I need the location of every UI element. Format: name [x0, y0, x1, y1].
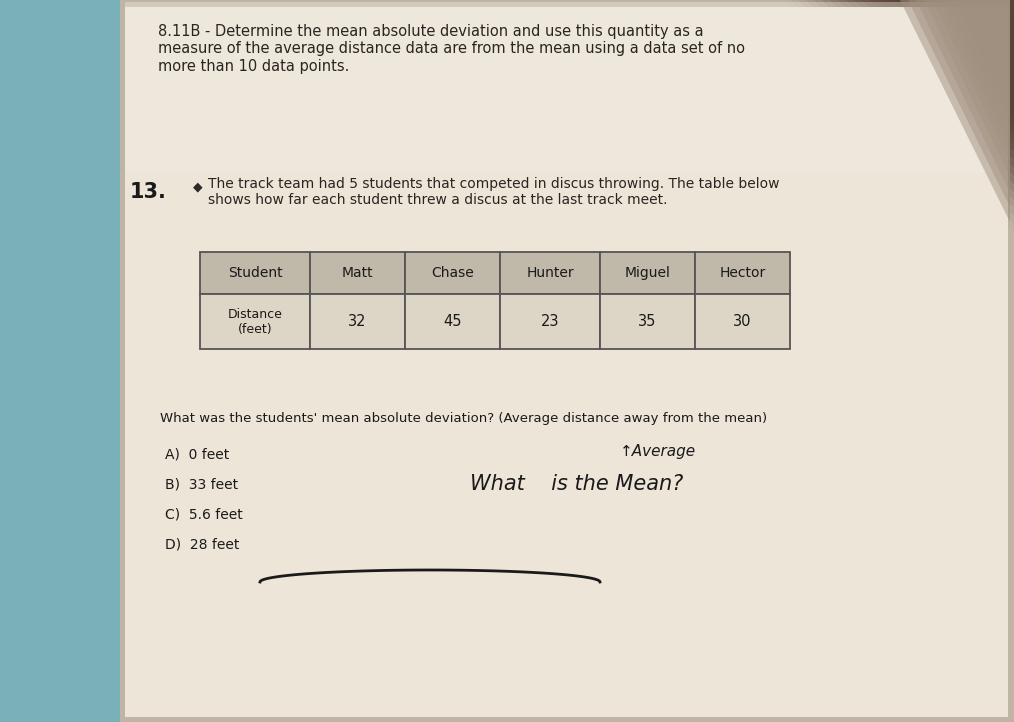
Polygon shape — [908, 0, 1010, 207]
Text: Matt: Matt — [342, 266, 373, 280]
Polygon shape — [926, 0, 1014, 88]
Text: A)  0 feet: A) 0 feet — [165, 447, 229, 461]
Bar — [200, 294, 310, 349]
Polygon shape — [830, 0, 1014, 184]
Polygon shape — [950, 0, 1014, 64]
Bar — [600, 294, 695, 349]
Bar — [125, 2, 1008, 172]
Polygon shape — [886, 0, 1014, 128]
Polygon shape — [988, 0, 1010, 57]
Polygon shape — [1004, 0, 1010, 27]
Polygon shape — [894, 0, 1014, 120]
Bar — [405, 294, 500, 349]
Text: D)  28 feet: D) 28 feet — [165, 537, 239, 551]
Polygon shape — [900, 0, 1010, 222]
Text: B)  33 feet: B) 33 feet — [165, 477, 238, 491]
Polygon shape — [942, 0, 1014, 72]
Text: 35: 35 — [638, 314, 657, 329]
Polygon shape — [125, 7, 1008, 717]
Bar — [600, 252, 695, 294]
Text: 45: 45 — [443, 314, 461, 329]
Bar — [310, 252, 405, 294]
Text: 23: 23 — [540, 314, 560, 329]
Text: Student: Student — [228, 266, 282, 280]
Polygon shape — [798, 0, 1014, 216]
Polygon shape — [932, 0, 1010, 162]
Polygon shape — [806, 0, 1014, 208]
Polygon shape — [846, 0, 1014, 168]
Polygon shape — [948, 0, 1010, 132]
Text: Miguel: Miguel — [625, 266, 670, 280]
Polygon shape — [814, 0, 1014, 200]
Polygon shape — [934, 0, 1014, 80]
Bar — [695, 252, 790, 294]
Polygon shape — [990, 0, 1014, 24]
Polygon shape — [998, 0, 1014, 16]
Text: What was the students' mean absolute deviation? (Average distance away from the : What was the students' mean absolute dev… — [160, 412, 768, 425]
Text: The track team had 5 students that competed in discus throwing. The table below
: The track team had 5 students that compe… — [208, 177, 780, 207]
Polygon shape — [910, 0, 1014, 104]
Text: ◆: ◆ — [193, 180, 203, 193]
Bar — [200, 252, 310, 294]
Text: 13.: 13. — [130, 182, 167, 202]
Polygon shape — [918, 0, 1014, 96]
Polygon shape — [980, 0, 1010, 72]
Text: C)  5.6 feet: C) 5.6 feet — [165, 507, 242, 521]
Text: 32: 32 — [348, 314, 367, 329]
Polygon shape — [966, 0, 1014, 48]
Polygon shape — [902, 0, 1014, 112]
Polygon shape — [0, 0, 120, 722]
Polygon shape — [964, 0, 1010, 102]
Polygon shape — [916, 0, 1010, 192]
Polygon shape — [940, 0, 1010, 147]
Text: ↑Average: ↑Average — [620, 444, 697, 459]
Polygon shape — [854, 0, 1014, 160]
Polygon shape — [958, 0, 1014, 56]
Text: Chase: Chase — [431, 266, 474, 280]
Bar — [500, 252, 600, 294]
Polygon shape — [974, 0, 1014, 40]
Text: Distance
(feet): Distance (feet) — [227, 308, 283, 336]
Polygon shape — [956, 0, 1010, 117]
Polygon shape — [870, 0, 1014, 144]
Polygon shape — [924, 0, 1010, 177]
Polygon shape — [982, 0, 1014, 32]
Polygon shape — [972, 0, 1010, 87]
Polygon shape — [1006, 0, 1014, 8]
Text: Hector: Hector — [719, 266, 766, 280]
Text: What    is the Mean?: What is the Mean? — [470, 474, 683, 494]
Text: Hunter: Hunter — [526, 266, 574, 280]
Text: 8.11B - Determine the mean absolute deviation and use this quantity as a
measure: 8.11B - Determine the mean absolute devi… — [158, 24, 745, 74]
Polygon shape — [878, 0, 1014, 136]
Bar — [405, 252, 500, 294]
Polygon shape — [822, 0, 1014, 192]
Polygon shape — [838, 0, 1014, 176]
Text: 30: 30 — [733, 314, 751, 329]
Bar — [310, 294, 405, 349]
Polygon shape — [996, 0, 1010, 42]
Bar — [500, 294, 600, 349]
Polygon shape — [862, 0, 1014, 152]
Bar — [695, 294, 790, 349]
